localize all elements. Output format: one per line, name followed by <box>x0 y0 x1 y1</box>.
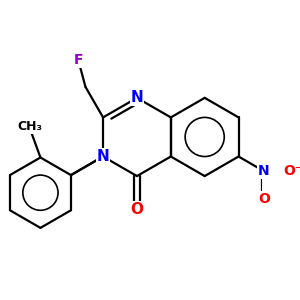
Text: O: O <box>258 192 270 206</box>
Text: F: F <box>74 53 83 68</box>
Text: N: N <box>97 149 110 164</box>
Text: O: O <box>130 202 143 217</box>
Text: N: N <box>258 164 270 178</box>
Text: CH₃: CH₃ <box>18 120 43 133</box>
Text: N: N <box>130 90 143 105</box>
Text: O⁻: O⁻ <box>284 164 300 178</box>
